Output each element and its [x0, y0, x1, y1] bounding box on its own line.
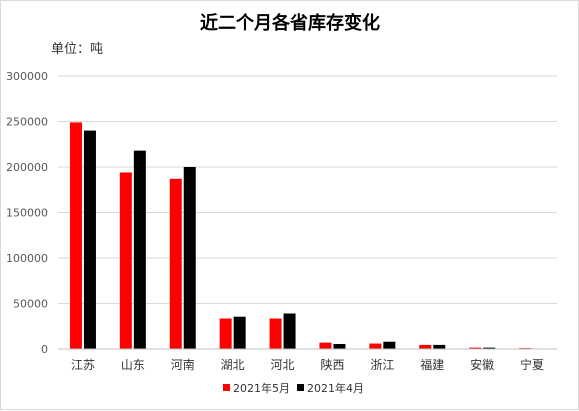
legend-swatch [297, 384, 304, 391]
y-tick-label: 100000 [6, 252, 48, 265]
y-axis-ticks: 0 50000 100000 150000 200000 250000 300000 [6, 70, 48, 356]
legend-label: 2021年5月 [233, 381, 290, 395]
bar-may [119, 172, 132, 349]
bar-april [333, 343, 346, 349]
gridlines [58, 75, 557, 304]
bar-may [419, 344, 432, 349]
y-tick-label: 200000 [6, 161, 48, 174]
x-category-label: 江苏 [71, 358, 95, 372]
y-tick-label: 300000 [6, 70, 48, 83]
legend: 2021年5月 2021年4月 [223, 381, 364, 395]
bar-may [69, 122, 82, 349]
y-tick-label: 250000 [6, 116, 48, 129]
legend-swatch [223, 384, 230, 391]
x-category-label: 河南 [171, 357, 195, 372]
y-tick-label: 150000 [6, 207, 48, 220]
bar-april [433, 344, 446, 349]
chart-title: 近二个月各省库存变化 [200, 12, 380, 34]
bar-may [219, 318, 232, 349]
x-category-label: 福建 [420, 357, 444, 372]
bar-may [269, 318, 282, 349]
legend-label: 2021年4月 [307, 381, 364, 395]
bar-may [169, 178, 182, 349]
bar-april [383, 341, 396, 349]
x-category-label: 湖北 [221, 357, 245, 372]
bar-april [283, 313, 296, 349]
y-tick-label: 0 [41, 343, 48, 356]
bar-april [483, 347, 496, 349]
x-category-label: 浙江 [370, 358, 394, 372]
x-category-label: 安徽 [470, 357, 494, 372]
bar-april [233, 316, 246, 349]
bar-may [469, 347, 482, 349]
y-tick-label: 50000 [13, 298, 48, 311]
x-category-label: 山东 [121, 358, 145, 372]
bar-april [133, 150, 146, 349]
bars [69, 122, 532, 349]
x-category-label: 河北 [271, 358, 295, 372]
bar-may [369, 343, 382, 349]
x-axis-categories: 江苏 山东 河南 湖北 河北 陕西 浙江 福建 安徽 宁夏 [71, 357, 544, 372]
unit-label: 单位：吨 [51, 42, 103, 57]
x-category-label: 陕西 [320, 357, 344, 372]
x-category-label: 宁夏 [520, 357, 544, 372]
bar-april [83, 130, 96, 349]
bar-may [319, 342, 332, 349]
bar-april [183, 167, 196, 349]
